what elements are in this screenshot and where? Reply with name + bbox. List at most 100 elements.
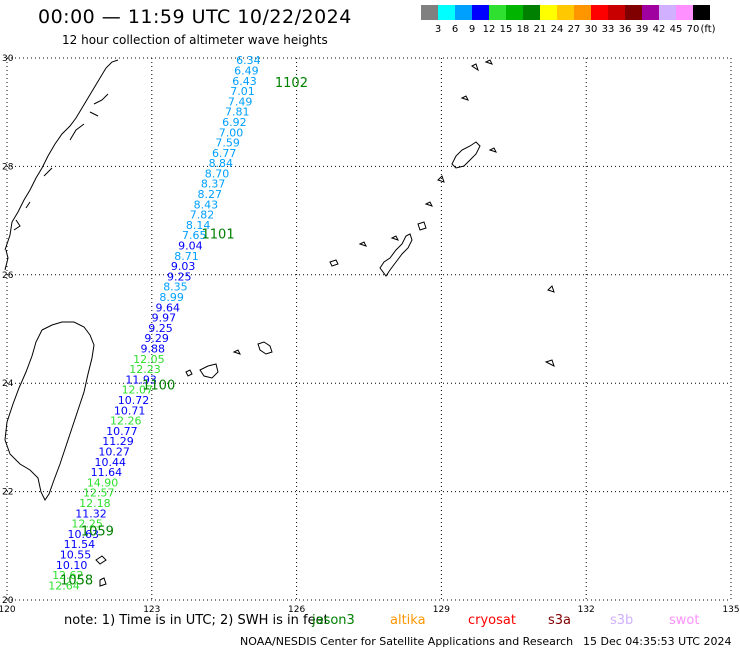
legend-swatch: [591, 5, 608, 20]
mission-s3a: s3a: [548, 613, 572, 628]
pass-time-label: 1059: [81, 525, 114, 540]
wave-height-value: 8.84: [209, 157, 234, 170]
wave-height-value: 8.71: [174, 250, 199, 263]
wave-height-value: 12.23: [129, 363, 161, 376]
lon-tick-label: 132: [578, 605, 595, 615]
wave-height-value: 10.10: [56, 559, 88, 572]
wave-height-value: 14.90: [87, 476, 119, 489]
legend-label: 18: [516, 24, 530, 35]
footer-note: note: 1) Time is in UTC; 2) SWH is in fe…: [64, 613, 329, 628]
mission-swot: swot: [669, 613, 700, 628]
pass-time-label: 1101: [202, 228, 235, 243]
legend-swatch: [642, 5, 659, 20]
ishigaki-coastline: [199, 363, 219, 379]
legend-label: 24: [550, 24, 564, 35]
legend-swatch: [676, 5, 693, 20]
axis-tick-labels: 120 123 126 129 132 135 30 28 26 24 22 20: [0, 54, 740, 615]
small-islands: [95, 59, 555, 587]
lat-tick-label: 24: [2, 379, 14, 389]
legend-label: 9: [468, 24, 476, 35]
mission-cryosat: cryosat: [468, 613, 516, 628]
lat-tick-label: 30: [2, 54, 14, 64]
wave-height-value: 10.55: [60, 548, 92, 561]
lat-tick-label: 26: [2, 271, 14, 281]
wave-height-value: 12.05: [133, 353, 165, 366]
legend-label: 6: [451, 24, 459, 35]
altimeter-track: 6.346.496.437.017.497.816.927.007.596.77…: [48, 54, 260, 592]
lat-tick-label: 22: [2, 488, 13, 498]
legend-label: 30: [584, 24, 598, 35]
legend-swatch: [608, 5, 625, 20]
mission-altika: altika: [390, 613, 426, 628]
wave-height-value: 6.77: [212, 147, 237, 160]
credit-line: NOAA/NESDIS Center for Satellite Applica…: [240, 635, 574, 648]
pass-time-label: 1058: [60, 573, 93, 588]
legend-swatch: [421, 5, 438, 20]
map-title: 00:00 — 11:59 UTC 10/22/2024: [38, 6, 352, 28]
wave-height-value: 11.93: [125, 373, 157, 386]
pass-time-labels: 1102 1101 1100 1059 1058: [60, 76, 308, 589]
wave-height-value: 8.70: [205, 167, 230, 180]
legend-label: 15: [499, 24, 513, 35]
generated-timestamp: 15 Dec 04:35:53 UTC 2024: [583, 635, 732, 648]
wave-height-value: 12.57: [83, 487, 115, 500]
wave-height-value: 7.59: [215, 137, 240, 150]
wave-height-value: 12.64: [48, 579, 80, 592]
wave-height-value: 9.04: [178, 240, 203, 253]
wave-height-value: 8.43: [194, 198, 219, 211]
wave-height-value: 12.18: [79, 497, 111, 510]
wave-height-value: 9.03: [171, 260, 196, 273]
legend-swatch: [438, 5, 455, 20]
map-subtitle: 12 hour collection of altimeter wave hei…: [62, 33, 328, 47]
wave-height-value: 6.34: [236, 54, 261, 67]
mission-jason3: jason3: [312, 613, 355, 628]
wave-height-value: 7.65: [182, 229, 207, 242]
wave-height-value: 9.29: [144, 332, 169, 345]
coastlines: [4, 59, 555, 587]
lon-tick-label: 126: [288, 605, 305, 615]
mission-s3b: s3b: [610, 613, 634, 628]
wave-height-value: 11.32: [75, 507, 107, 520]
wave-height-value: 8.27: [197, 188, 222, 201]
taiwan-coastline: [4, 321, 95, 501]
wave-height-value: 9.64: [155, 301, 180, 314]
legend-swatch: [506, 5, 523, 20]
legend-swatch: [659, 5, 676, 20]
wave-height-value: 7.49: [228, 95, 253, 108]
wave-height-value: 12.62: [52, 569, 84, 582]
miyako-coastline: [257, 341, 273, 355]
lon-tick-label: 120: [0, 605, 16, 615]
legend-swatch: [557, 5, 574, 20]
legend-unit: (ft): [700, 24, 716, 35]
wave-height-value: 8.35: [163, 281, 188, 294]
wave-height-value: 9.25: [167, 270, 192, 283]
lon-tick-label: 129: [433, 605, 450, 615]
legend-label: 33: [601, 24, 615, 35]
legend-swatch: [693, 5, 710, 20]
wave-height-value: 9.88: [141, 343, 166, 356]
legend-label: 27: [567, 24, 581, 35]
wave-height-value: 7.01: [230, 85, 255, 98]
legend-swatch: [472, 5, 489, 20]
legend-label: 39: [635, 24, 649, 35]
wave-height-value: 11.54: [64, 538, 96, 551]
lon-tick-label: 135: [722, 605, 739, 615]
wave-height-value: 10.77: [106, 425, 138, 438]
legend-swatch: [455, 5, 472, 20]
wave-height-value: 7.00: [219, 126, 244, 139]
wave-height-value: 6.92: [222, 116, 247, 129]
wave-height-value: 8.37: [201, 178, 226, 191]
wave-height-value: 7.81: [225, 106, 250, 119]
okinawa-coastline: [379, 233, 413, 277]
wave-height-value: 8.14: [186, 219, 211, 232]
wave-height-value: 8.99: [159, 291, 184, 304]
lon-tick-label: 123: [143, 605, 160, 615]
wave-height-value: 10.72: [118, 394, 150, 407]
wave-height-value: 9.25: [148, 322, 173, 335]
wave-height-value: 7.82: [190, 209, 215, 222]
legend-label: 36: [618, 24, 632, 35]
wave-height-value: 9.97: [152, 312, 177, 325]
legend-swatch: [489, 5, 506, 20]
wave-height-value: 12.25: [71, 518, 103, 531]
